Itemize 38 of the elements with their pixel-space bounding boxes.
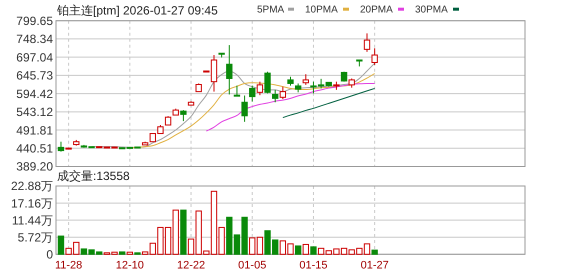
y-tick-label: 594.42 [16,86,54,101]
y-tick-label: 17.16万 [10,196,53,210]
bar [302,244,309,255]
legend-label: 30PMA [415,4,448,16]
y-tick-label: 0 [46,248,54,262]
x-tick-label: 01-15 [299,259,328,272]
y-tick-label: 22.88万 [10,179,53,194]
chart-title: 铂主连[ptm] 2026-01-27 09:45 [56,4,218,18]
y-tick-label: 440.51 [16,141,54,156]
legend-label: 20PMA [360,4,394,16]
candlestick [249,85,256,102]
candlestick [226,44,232,95]
chart-title: 成交量:13558 [57,169,130,183]
y-tick-label: 389.20 [16,160,54,174]
legend-label: 5PMA [257,4,285,16]
y-tick-label: 697.04 [16,50,54,64]
bar [294,245,302,255]
line-series [282,88,376,118]
y-tick-label: 645.73 [16,68,54,83]
x-tick-label: 12-10 [116,259,144,272]
x-tick-label: 01-05 [238,259,266,272]
x-tick-label: 11-28 [54,259,82,272]
y-tick-label: 491.81 [16,123,54,138]
bar [119,251,126,255]
y-tick-label: 543.12 [16,105,54,120]
bar [310,246,317,255]
y-tick-label: 11.44万 [12,213,53,228]
x-tick-label: 01-27 [360,259,389,272]
candlestick [241,95,248,122]
bar [126,252,134,255]
bar [371,250,378,255]
y-tick-label: 799.65 [16,14,54,28]
y-tick-label: 5.72万 [18,230,53,244]
y-tick-label: 748.34 [16,32,54,46]
legend-label: 10PMA [305,4,338,16]
bar [58,236,64,255]
x-tick-label: 12-22 [176,259,206,272]
bar [180,210,187,255]
